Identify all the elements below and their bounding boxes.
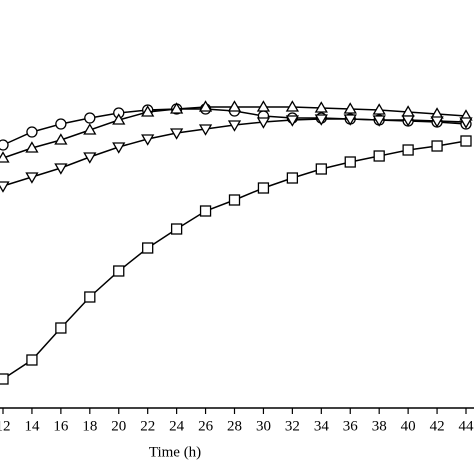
marker bbox=[372, 103, 386, 115]
marker bbox=[402, 144, 414, 156]
x-tick-label: 36 bbox=[343, 418, 359, 434]
marker bbox=[315, 163, 327, 175]
x-tick-label: 22 bbox=[140, 418, 155, 434]
marker bbox=[430, 116, 444, 128]
marker bbox=[112, 113, 126, 125]
marker bbox=[314, 114, 328, 126]
marker bbox=[343, 114, 357, 126]
x-tick-label: 24 bbox=[169, 418, 185, 434]
marker bbox=[0, 181, 10, 193]
marker bbox=[343, 102, 357, 114]
marker bbox=[459, 117, 473, 129]
marker bbox=[141, 105, 155, 117]
x-tick-label: 40 bbox=[401, 418, 416, 434]
marker bbox=[401, 115, 415, 127]
marker bbox=[198, 100, 213, 112]
marker bbox=[169, 102, 184, 114]
marker bbox=[25, 172, 39, 184]
marker bbox=[344, 156, 356, 168]
marker bbox=[372, 115, 386, 127]
marker bbox=[257, 182, 270, 194]
marker bbox=[0, 373, 9, 385]
x-tick-label: 14 bbox=[24, 418, 40, 434]
x-tick-label: 26 bbox=[198, 418, 214, 434]
x-tick-label: 30 bbox=[256, 418, 271, 434]
marker bbox=[286, 172, 299, 184]
marker bbox=[227, 120, 242, 132]
marker bbox=[0, 139, 9, 151]
x-tick-label: 28 bbox=[227, 418, 242, 434]
marker bbox=[373, 150, 385, 162]
x-tick-label: 42 bbox=[430, 418, 445, 434]
marker bbox=[142, 242, 154, 254]
marker bbox=[169, 128, 184, 140]
marker bbox=[54, 133, 68, 145]
x-tick-label: 18 bbox=[82, 418, 97, 434]
x-tick-label: 20 bbox=[111, 418, 126, 434]
marker bbox=[227, 100, 242, 112]
marker bbox=[54, 163, 68, 175]
marker bbox=[83, 152, 97, 164]
marker bbox=[0, 151, 10, 163]
x-tick-label: 38 bbox=[372, 418, 387, 434]
marker bbox=[460, 135, 472, 147]
marker bbox=[256, 117, 271, 129]
marker bbox=[141, 134, 155, 146]
x-tick-label: 16 bbox=[53, 418, 69, 434]
marker bbox=[55, 118, 67, 130]
marker bbox=[84, 291, 96, 303]
marker bbox=[83, 123, 97, 135]
marker bbox=[170, 223, 183, 235]
x-tick-label: 44 bbox=[459, 418, 474, 434]
marker bbox=[84, 112, 96, 124]
marker bbox=[26, 354, 38, 366]
x-axis-label: Time (h) bbox=[149, 444, 201, 460]
marker bbox=[431, 140, 443, 152]
marker bbox=[256, 100, 271, 112]
marker bbox=[112, 142, 126, 154]
marker bbox=[198, 124, 213, 136]
marker bbox=[113, 265, 125, 277]
x-tick-label: 34 bbox=[314, 418, 330, 434]
marker bbox=[228, 194, 241, 206]
marker bbox=[26, 126, 38, 138]
marker bbox=[25, 141, 39, 153]
marker bbox=[55, 322, 67, 334]
x-tick-label: 32 bbox=[285, 418, 300, 434]
marker bbox=[285, 100, 300, 112]
marker bbox=[199, 205, 212, 217]
series-line bbox=[2, 140, 467, 380]
x-tick-label: 12 bbox=[0, 418, 11, 434]
marker bbox=[314, 101, 328, 113]
marker bbox=[285, 115, 300, 127]
